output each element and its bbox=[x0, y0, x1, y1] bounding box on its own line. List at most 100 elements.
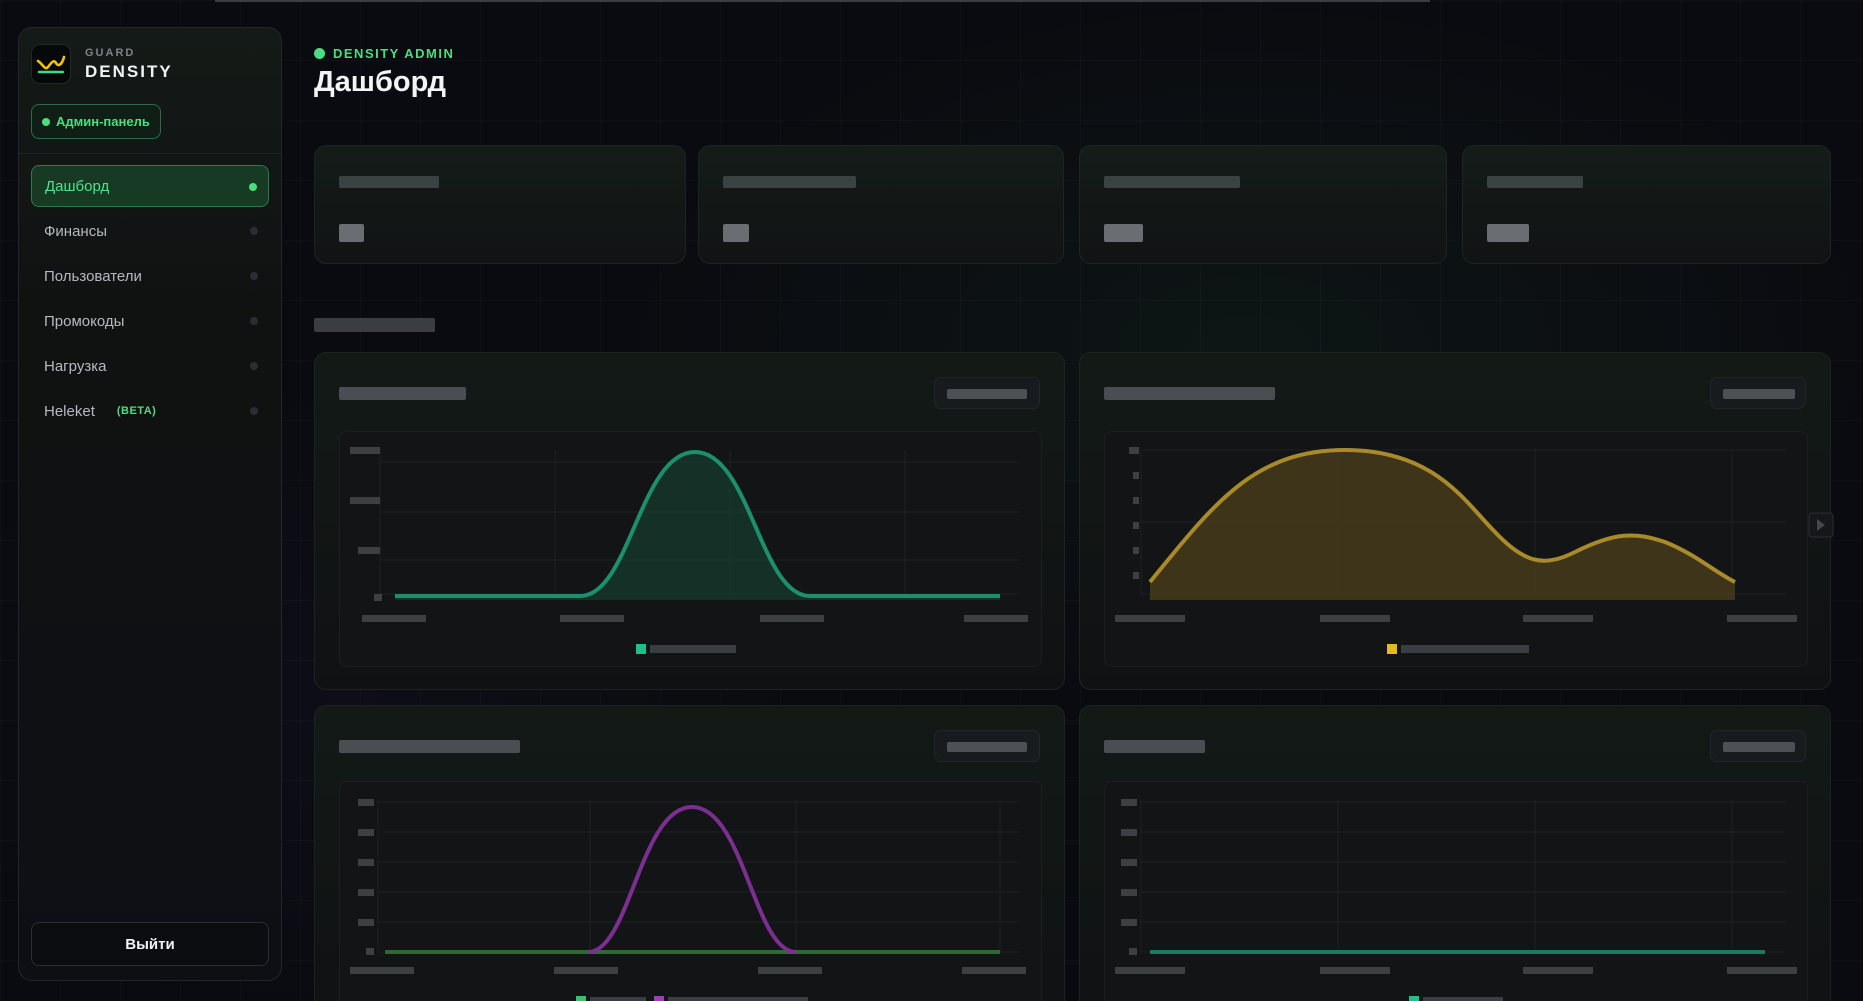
stat-label bbox=[1487, 176, 1583, 188]
chart-period-button[interactable] bbox=[934, 377, 1040, 409]
sidebar-divider bbox=[19, 153, 281, 154]
x-tick-label bbox=[962, 967, 1026, 974]
dot-icon bbox=[250, 362, 258, 370]
y-tick-label bbox=[358, 547, 380, 554]
active-dot-icon bbox=[249, 183, 257, 191]
x-tick-label bbox=[964, 615, 1028, 622]
y-tick-label bbox=[1133, 572, 1139, 579]
chart-svg bbox=[350, 799, 1026, 1001]
y-tick-label bbox=[1133, 472, 1139, 479]
legend-swatch bbox=[1409, 996, 1419, 1001]
y-tick-label bbox=[358, 829, 374, 836]
sidebar-item-label: Нагрузка bbox=[44, 357, 107, 375]
area-fill bbox=[395, 452, 1000, 600]
chart-period-button[interactable] bbox=[1710, 730, 1806, 762]
y-tick-label bbox=[1121, 829, 1137, 836]
stat-label bbox=[339, 176, 439, 188]
status-dot-icon bbox=[314, 48, 325, 59]
chart-svg bbox=[1115, 447, 1797, 654]
dot-icon bbox=[250, 317, 258, 325]
x-tick-label bbox=[1320, 615, 1390, 622]
logo-icon bbox=[31, 44, 71, 84]
chart-period-button[interactable] bbox=[934, 730, 1040, 762]
y-tick-label bbox=[1121, 799, 1137, 806]
legend-swatch bbox=[1387, 644, 1397, 654]
x-tick-label bbox=[362, 615, 426, 622]
area-fill bbox=[1150, 450, 1735, 600]
chart-panel bbox=[314, 705, 1065, 1001]
legend-label bbox=[650, 645, 736, 653]
x-tick-label bbox=[554, 967, 618, 974]
legend-label bbox=[668, 997, 808, 1001]
y-tick-label bbox=[1133, 547, 1139, 554]
status-dot-icon bbox=[42, 118, 50, 126]
y-tick-label bbox=[1121, 859, 1137, 866]
eyebrow: DENSITY ADMIN bbox=[314, 46, 454, 61]
beta-badge: (BETA) bbox=[116, 405, 157, 417]
chart-period-label bbox=[947, 742, 1027, 752]
y-tick-label bbox=[1121, 889, 1137, 896]
dot-icon bbox=[250, 272, 258, 280]
chart-title bbox=[1104, 740, 1205, 753]
y-tick-label bbox=[358, 919, 374, 926]
series-line bbox=[587, 804, 797, 954]
x-tick-label bbox=[760, 615, 824, 622]
sidebar-item-finance[interactable]: Финансы bbox=[31, 210, 269, 252]
chart-period-label bbox=[1723, 742, 1795, 752]
chart-period-label bbox=[1723, 389, 1795, 399]
x-tick-label bbox=[758, 967, 822, 974]
stat-value bbox=[723, 224, 749, 242]
sidebar-item-label: Heleket bbox=[44, 402, 95, 420]
top-progress-line bbox=[215, 0, 1430, 2]
y-tick-label bbox=[358, 799, 374, 806]
sidebar-item-heleket[interactable]: Heleket (BETA) bbox=[31, 390, 269, 432]
sidebar-item-label: Финансы bbox=[44, 222, 107, 240]
y-tick-label bbox=[366, 948, 374, 955]
admin-panel-badge: Админ-панель bbox=[31, 104, 161, 139]
y-tick-label bbox=[374, 594, 382, 601]
chart-area bbox=[339, 431, 1042, 667]
section-heading bbox=[314, 318, 435, 332]
series-line bbox=[1148, 447, 1736, 584]
admin-panel-label: Админ-панель bbox=[56, 114, 150, 129]
sidebar-item-promocodes[interactable]: Промокоды bbox=[31, 300, 269, 342]
sidebar-item-label: Пользователи bbox=[44, 267, 142, 285]
chart-area bbox=[1104, 431, 1808, 667]
brand[interactable]: GUARD DENSITY bbox=[31, 44, 173, 84]
stat-card bbox=[314, 145, 686, 264]
logout-button[interactable]: Выйти bbox=[31, 922, 269, 966]
chart-panel bbox=[314, 352, 1065, 690]
stat-value bbox=[1104, 224, 1143, 242]
y-tick-label bbox=[1129, 447, 1139, 454]
y-tick-label bbox=[358, 859, 374, 866]
scroll-arrow-icon[interactable] bbox=[1808, 512, 1834, 543]
stat-card bbox=[1079, 145, 1447, 264]
stat-card bbox=[698, 145, 1064, 264]
chart-title bbox=[339, 740, 520, 753]
x-tick-label bbox=[1727, 967, 1797, 974]
stat-value bbox=[339, 224, 364, 242]
x-tick-label bbox=[1320, 967, 1390, 974]
y-tick-label bbox=[350, 447, 380, 454]
legend-swatch bbox=[654, 996, 664, 1001]
dot-icon bbox=[250, 407, 258, 415]
chart-period-button[interactable] bbox=[1710, 377, 1806, 409]
x-tick-label bbox=[1523, 615, 1593, 622]
chart-svg bbox=[350, 447, 1028, 654]
sidebar-item-load[interactable]: Нагрузка bbox=[31, 345, 269, 387]
x-tick-label bbox=[1523, 967, 1593, 974]
y-tick-label bbox=[1133, 522, 1139, 529]
x-tick-label bbox=[560, 615, 624, 622]
y-tick-label bbox=[1121, 919, 1137, 926]
y-tick-label bbox=[1133, 497, 1139, 504]
legend-label bbox=[1401, 645, 1529, 653]
sidebar: GUARD DENSITY Админ-панель Дашборд Финан… bbox=[18, 27, 282, 981]
sidebar-item-dashboard[interactable]: Дашборд bbox=[31, 165, 269, 207]
page-title: Дашборд bbox=[314, 66, 446, 98]
legend-swatch bbox=[576, 996, 586, 1001]
x-tick-label bbox=[1115, 615, 1185, 622]
x-tick-label bbox=[1727, 615, 1797, 622]
sidebar-item-users[interactable]: Пользователи bbox=[31, 255, 269, 297]
chart-panel bbox=[1079, 352, 1831, 690]
legend-label bbox=[590, 997, 646, 1001]
